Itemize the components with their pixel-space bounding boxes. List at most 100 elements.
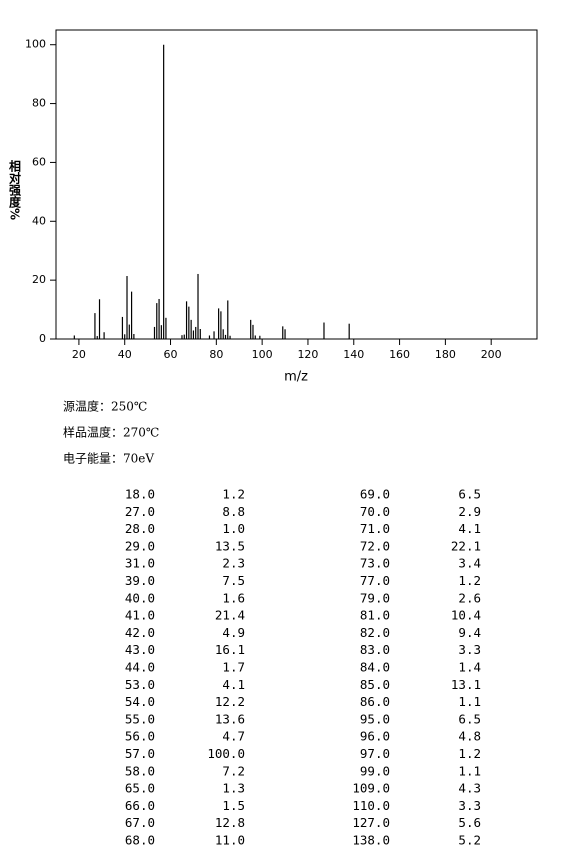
table-cell: 1.1 xyxy=(458,694,481,709)
info-line: 源温度：250℃ xyxy=(63,399,147,414)
table-cell: 4.7 xyxy=(222,729,245,744)
y-axis-label: 相对强度% xyxy=(8,159,22,220)
y-tick-label: 40 xyxy=(32,214,46,227)
table-cell: 13.1 xyxy=(451,677,481,692)
table-cell: 3.3 xyxy=(458,642,481,657)
table-cell: 1.1 xyxy=(458,763,481,778)
table-cell: 58.0 xyxy=(125,763,155,778)
table-cell: 2.9 xyxy=(458,504,481,519)
table-cell: 1.2 xyxy=(458,746,481,761)
table-cell: 83.0 xyxy=(360,642,390,657)
table-cell: 4.8 xyxy=(458,729,481,744)
table-cell: 65.0 xyxy=(125,781,155,796)
table-cell: 1.6 xyxy=(222,590,245,605)
table-cell: 5.2 xyxy=(458,833,481,848)
table-cell: 6.5 xyxy=(458,487,481,502)
table-cell: 18.0 xyxy=(125,487,155,502)
table-cell: 82.0 xyxy=(360,625,390,640)
table-cell: 6.5 xyxy=(458,711,481,726)
table-cell: 12.2 xyxy=(215,694,245,709)
x-tick-label: 160 xyxy=(389,348,410,361)
info-line: 样品温度：270℃ xyxy=(63,425,159,440)
table-cell: 96.0 xyxy=(360,729,390,744)
table-cell: 110.0 xyxy=(352,798,390,813)
y-tick-label: 100 xyxy=(25,38,46,51)
table-cell: 71.0 xyxy=(360,521,390,536)
table-cell: 79.0 xyxy=(360,590,390,605)
x-tick-label: 100 xyxy=(252,348,273,361)
table-cell: 77.0 xyxy=(360,573,390,588)
table-cell: 9.4 xyxy=(458,625,481,640)
table-cell: 54.0 xyxy=(125,694,155,709)
table-cell: 66.0 xyxy=(125,798,155,813)
x-tick-label: 60 xyxy=(164,348,178,361)
table-cell: 13.6 xyxy=(215,711,245,726)
table-cell: 22.1 xyxy=(451,538,481,553)
table-cell: 2.3 xyxy=(222,556,245,571)
table-cell: 44.0 xyxy=(125,660,155,675)
table-cell: 84.0 xyxy=(360,660,390,675)
table-cell: 55.0 xyxy=(125,711,155,726)
table-cell: 3.3 xyxy=(458,798,481,813)
table-cell: 81.0 xyxy=(360,608,390,623)
table-cell: 127.0 xyxy=(352,815,390,830)
table-cell: 85.0 xyxy=(360,677,390,692)
table-cell: 73.0 xyxy=(360,556,390,571)
table-cell: 43.0 xyxy=(125,642,155,657)
table-cell: 1.7 xyxy=(222,660,245,675)
table-cell: 31.0 xyxy=(125,556,155,571)
table-cell: 97.0 xyxy=(360,746,390,761)
table-cell: 11.0 xyxy=(215,833,245,848)
plot-frame xyxy=(55,29,538,340)
table-cell: 40.0 xyxy=(125,590,155,605)
table-cell: 21.4 xyxy=(215,608,245,623)
x-axis-label: m/z xyxy=(284,370,308,385)
table-cell: 86.0 xyxy=(360,694,390,709)
table-cell: 1.2 xyxy=(222,487,245,502)
y-tick-label: 80 xyxy=(32,97,46,110)
x-tick-label: 200 xyxy=(481,348,502,361)
y-tick-label: 60 xyxy=(32,155,46,168)
table-cell: 56.0 xyxy=(125,729,155,744)
table-cell: 68.0 xyxy=(125,833,155,848)
table-cell: 16.1 xyxy=(215,642,245,657)
table-cell: 12.8 xyxy=(215,815,245,830)
table-cell: 70.0 xyxy=(360,504,390,519)
info-line: 电子能量：70eV xyxy=(63,452,154,466)
table-cell: 41.0 xyxy=(125,608,155,623)
table-cell: 69.0 xyxy=(360,487,390,502)
table-cell: 1.5 xyxy=(222,798,245,813)
table-cell: 13.5 xyxy=(215,538,245,553)
x-tick-label: 80 xyxy=(209,348,223,361)
table-cell: 95.0 xyxy=(360,711,390,726)
x-tick-label: 40 xyxy=(118,348,132,361)
table-cell: 53.0 xyxy=(125,677,155,692)
table-cell: 10.4 xyxy=(451,608,481,623)
table-cell: 57.0 xyxy=(125,746,155,761)
table-cell: 4.1 xyxy=(458,521,481,536)
x-tick-label: 20 xyxy=(72,348,86,361)
table-cell: 4.9 xyxy=(222,625,245,640)
table-cell: 72.0 xyxy=(360,538,390,553)
x-tick-label: 180 xyxy=(435,348,456,361)
table-cell: 4.3 xyxy=(458,781,481,796)
table-cell: 109.0 xyxy=(352,781,390,796)
x-tick-label: 140 xyxy=(343,348,364,361)
y-tick-label: 0 xyxy=(39,332,46,345)
table-cell: 7.2 xyxy=(222,763,245,778)
table-cell: 5.6 xyxy=(458,815,481,830)
table-cell: 2.6 xyxy=(458,590,481,605)
table-cell: 29.0 xyxy=(125,538,155,553)
table-cell: 8.8 xyxy=(222,504,245,519)
table-cell: 99.0 xyxy=(360,763,390,778)
table-cell: 1.4 xyxy=(458,660,481,675)
y-tick-label: 20 xyxy=(32,273,46,286)
table-cell: 42.0 xyxy=(125,625,155,640)
table-cell: 3.4 xyxy=(458,556,481,571)
table-cell: 27.0 xyxy=(125,504,155,519)
table-cell: 1.3 xyxy=(222,781,245,796)
table-cell: 4.1 xyxy=(222,677,245,692)
table-cell: 100.0 xyxy=(207,746,245,761)
x-tick-label: 120 xyxy=(297,348,318,361)
